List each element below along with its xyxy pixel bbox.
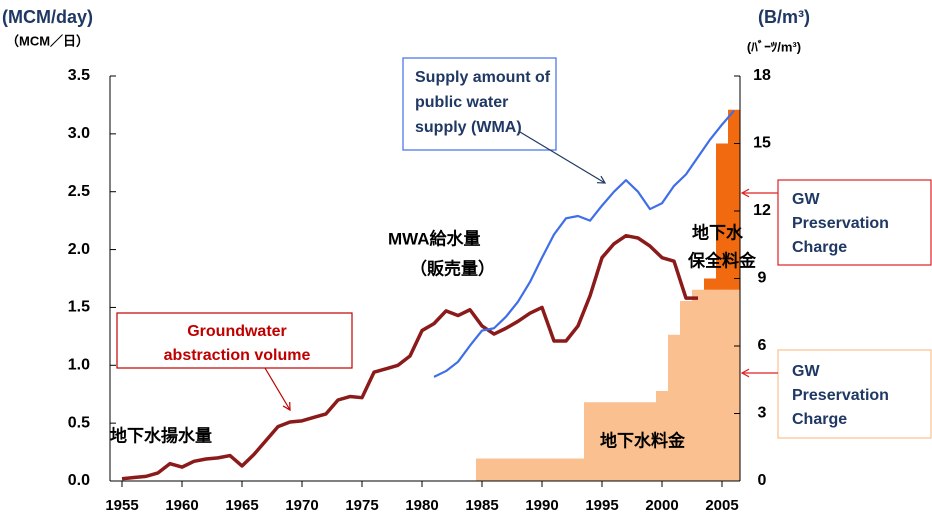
bar: [596, 402, 609, 481]
bar: [704, 278, 717, 290]
bar: [716, 289, 729, 481]
y-tick-label: 3.5: [68, 67, 90, 84]
callout-leader: [519, 131, 606, 184]
bar: [620, 402, 633, 481]
annotation: （販売量）: [410, 258, 495, 278]
annotation: Preservation: [792, 387, 889, 404]
arrow-head: [740, 368, 750, 378]
bar: [680, 301, 693, 481]
annotation: 地下水料金: [600, 430, 686, 450]
callout-box: [777, 349, 932, 439]
bar: [632, 402, 645, 481]
x-tick-label: 1980: [405, 497, 438, 514]
annotation: Groundwater: [187, 323, 287, 340]
y2-tick-label: 3: [758, 405, 767, 422]
y-tick-label: 0.0: [68, 472, 90, 489]
annotation: supply (WMA): [415, 119, 522, 136]
y-tick-label: 2.5: [68, 183, 90, 200]
x-tick-label: 2000: [645, 497, 678, 514]
y2-tick-label: 0: [758, 472, 767, 489]
y-label-jp: （MCM／日）: [6, 33, 89, 48]
x-tick-label: 1965: [225, 497, 258, 514]
bar: [488, 458, 501, 481]
bar: [656, 391, 669, 481]
bar: [584, 402, 597, 481]
bar: [728, 289, 741, 481]
x-tick-label: 1960: [165, 497, 198, 514]
y-label: (MCM/day): [2, 7, 93, 27]
y2-tick-label: 18: [753, 67, 771, 84]
bar: [572, 458, 585, 481]
annotation: Supply amount of: [415, 69, 551, 86]
annotation: GW: [792, 363, 820, 380]
callout-box: [402, 57, 557, 151]
bar: [644, 402, 657, 481]
x-tick-label: 1995: [585, 497, 618, 514]
x-tick-label: 1985: [465, 497, 498, 514]
bar: [608, 402, 621, 481]
x-tick-label: 1990: [525, 497, 558, 514]
bar: [548, 458, 561, 481]
y2-tick-label: 12: [753, 202, 771, 219]
y2-tick-label: 6: [758, 337, 767, 354]
bar: [692, 289, 705, 481]
x-tick-label: 2005: [705, 497, 738, 514]
bar: [536, 458, 549, 481]
y-tick-label: 3.0: [68, 125, 90, 142]
annotation: 保全料金: [687, 250, 757, 270]
arrow-head: [282, 401, 291, 412]
bar: [716, 143, 729, 290]
line: [433, 109, 735, 378]
bar: [500, 458, 513, 481]
annotation: public water: [415, 94, 508, 111]
bar: [704, 289, 717, 481]
callout-leader: [264, 367, 291, 411]
y-tick-label: 1.5: [68, 299, 90, 316]
x-tick-label: 1970: [285, 497, 318, 514]
annotation: abstraction volume: [164, 347, 311, 364]
arrow-head: [596, 175, 607, 184]
annotation: Preservation: [792, 215, 889, 232]
y2-tick-label: 15: [753, 135, 771, 152]
x-tick-label: 1955: [105, 497, 138, 514]
y2-tick-label: 9: [758, 270, 767, 287]
bar: [476, 458, 489, 481]
arrow-head: [740, 188, 750, 198]
annotation: MWA給水量: [388, 228, 481, 248]
bar: [728, 109, 741, 290]
y-tick-label: 0.5: [68, 414, 90, 431]
annotation: Charge: [792, 239, 847, 256]
y2-label: (B/m³): [758, 7, 810, 27]
bar: [524, 458, 537, 481]
bar: [560, 458, 573, 481]
callout-box: [777, 179, 932, 266]
y-tick-label: 1.0: [68, 357, 90, 374]
x-tick-label: 1975: [345, 497, 378, 514]
annotation: 地下水揚水量: [110, 425, 212, 445]
y-tick-label: 2.0: [68, 241, 90, 258]
y2-label-jp: (ﾊﾞｰﾂ/m³): [747, 39, 801, 54]
callout-box: [116, 312, 353, 369]
annotation: Charge: [792, 411, 847, 428]
bar: [512, 458, 525, 481]
annotation: GW: [792, 191, 820, 208]
bar: [668, 334, 681, 481]
line: [121, 233, 698, 481]
annotation: 地下水: [692, 222, 744, 242]
